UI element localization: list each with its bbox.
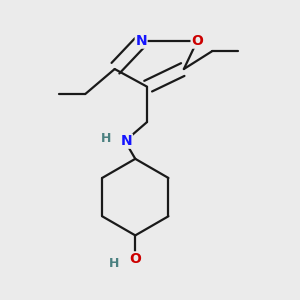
Text: H: H [100,132,111,145]
Text: N: N [121,134,132,148]
Text: O: O [191,34,203,48]
Text: O: O [129,252,141,266]
Text: N: N [135,34,147,48]
Text: H: H [109,257,119,270]
